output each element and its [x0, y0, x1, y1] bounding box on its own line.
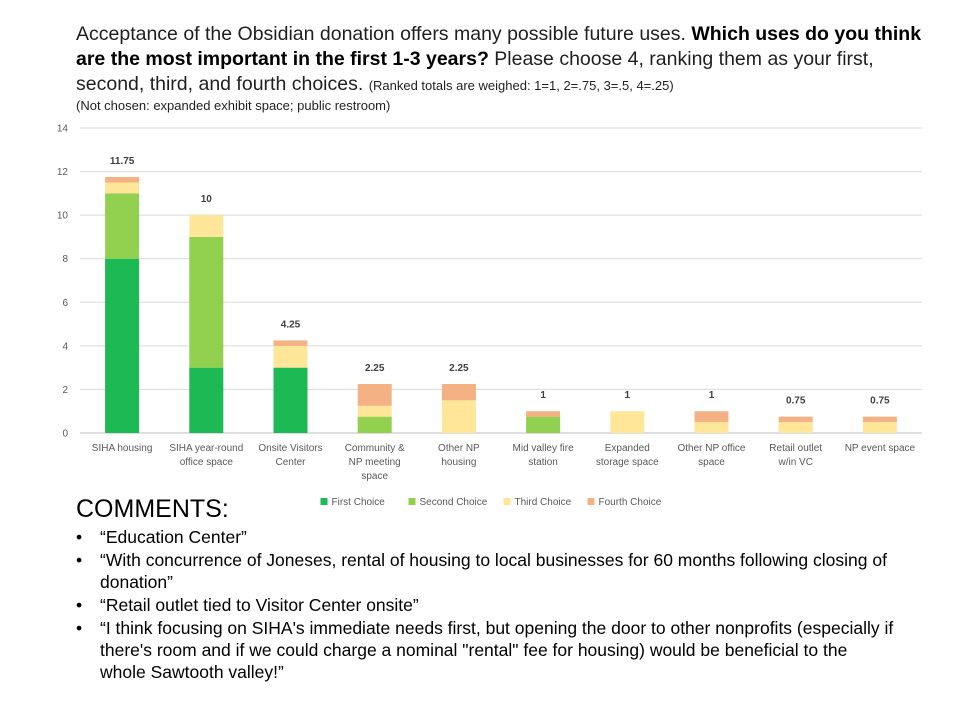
bar-segment-second-choice	[526, 416, 561, 433]
comments-list: “Education Center”“With concurrence of J…	[76, 526, 896, 684]
x-tick-label: Expanded	[605, 443, 650, 454]
x-tick-label: Community &	[345, 443, 405, 454]
bar-segment-first-choice	[105, 258, 140, 433]
legend-item: Third Choice	[503, 497, 572, 508]
chart-heading: Acceptance of the Obsidian donation offe…	[76, 22, 926, 114]
legend-swatch	[320, 498, 328, 505]
x-tick-label: Other NP	[438, 443, 480, 454]
y-tick-label: 8	[62, 254, 68, 265]
comment-item: “Retail outlet tied to Visitor Center on…	[76, 594, 896, 616]
bar-segment-fourth-choice	[778, 416, 813, 423]
comment-item: “I think focusing on SIHA's immediate ne…	[76, 617, 896, 683]
x-tick-label: station	[528, 457, 557, 468]
x-tick-label: space	[361, 471, 388, 482]
bar-segment-third-choice	[189, 215, 224, 237]
bar-segment-fourth-choice	[273, 340, 308, 346]
bar-segment-first-choice	[189, 367, 224, 433]
total-label: 1	[709, 390, 715, 401]
bar-segment-second-choice	[357, 416, 392, 433]
total-label: 1	[540, 390, 546, 401]
bar-segment-third-choice	[610, 411, 645, 433]
bar-segment-fourth-choice	[862, 416, 897, 423]
legend-swatch	[408, 498, 416, 505]
bar-segment-third-choice	[441, 400, 476, 433]
bar-segment-second-choice	[105, 193, 140, 259]
bar-segment-third-choice	[778, 422, 813, 433]
x-tick-label: NP meeting	[349, 457, 401, 468]
y-tick-label: 4	[62, 341, 68, 352]
legend-item: Second Choice	[408, 497, 488, 508]
bar-segment-third-choice	[105, 182, 140, 194]
y-tick-label: 14	[57, 124, 69, 135]
legend-label: Second Choice	[420, 497, 488, 508]
legend-item: First Choice	[320, 497, 386, 508]
x-tick-label: Center	[275, 457, 306, 468]
heading-intro: Acceptance of the Obsidian donation offe…	[76, 23, 686, 45]
x-tick-label: space	[698, 457, 725, 468]
bar-segment-second-choice	[189, 236, 224, 368]
total-label: 11.75	[110, 156, 135, 167]
total-labels: 11.75 10 4.25 2.25 2.25 1 1 1 0.75 0.75	[110, 156, 890, 407]
legend-swatch	[503, 498, 511, 505]
y-tick-label: 10	[57, 211, 69, 222]
comment-item: “Education Center”	[76, 526, 896, 548]
chart-bars	[105, 177, 897, 433]
legend-swatch	[587, 498, 595, 505]
x-tick-label: Retail outlet	[769, 443, 822, 454]
total-label: 0.75	[786, 396, 806, 407]
heading-not-chosen: (Not chosen: expanded exhibit space; pub…	[76, 98, 391, 113]
stacked-bar-chart: 0 2 4 6 8 10 12 14 11.75 10 4.25 2.25 2.25 1 1 1 0.75 0.…	[57, 124, 922, 508]
x-tick-label: NP event space	[845, 443, 916, 454]
x-tick-label: Onsite Visitors	[258, 443, 322, 454]
chart-legend: First Choice Second Choice Third Choice Fou…	[320, 497, 662, 508]
x-tick-label: housing	[441, 457, 476, 468]
y-tick-label: 12	[57, 167, 69, 178]
comment-item: “With concurrence of Joneses, rental of …	[76, 549, 896, 593]
legend-label: Fourth Choice	[599, 497, 662, 508]
legend-label: First Choice	[332, 497, 386, 508]
bar-segment-fourth-choice	[105, 177, 140, 183]
bar-segment-third-choice	[357, 405, 392, 417]
comments-title: COMMENTS:	[76, 495, 229, 523]
total-label: 2.25	[365, 363, 385, 374]
heading-question: Which uses do you think are the most imp…	[76, 23, 922, 70]
bar-segment-first-choice	[273, 367, 308, 433]
x-tick-label: SIHA year-round	[169, 443, 243, 454]
heading-instruction: Please choose 4, ranking them as your fi…	[76, 48, 874, 95]
y-tick-label: 6	[62, 298, 68, 309]
x-tick-label: office space	[180, 457, 234, 468]
y-axis: 0 2 4 6 8 10 12 14	[57, 124, 69, 440]
bar-segment-fourth-choice	[694, 411, 729, 423]
y-tick-label: 0	[62, 429, 68, 440]
total-label: 2.25	[449, 363, 469, 374]
bar-segment-third-choice	[273, 345, 308, 368]
bar-segment-fourth-choice	[526, 411, 561, 417]
x-tick-label: Mid valley fire	[513, 443, 575, 454]
heading-weights: (Ranked totals are weighed: 1=1, 2=.75, …	[368, 78, 674, 93]
bar-segment-fourth-choice	[357, 383, 392, 406]
x-tick-label: w/in VC	[777, 457, 812, 468]
total-label: 10	[201, 194, 213, 205]
total-label: 0.75	[870, 396, 890, 407]
x-tick-label: Other NP office	[678, 443, 746, 454]
bar-segment-fourth-choice	[441, 383, 476, 401]
total-label: 1	[625, 390, 631, 401]
legend-item: Fourth Choice	[587, 497, 662, 508]
x-axis: SIHA housing SIHA year-round office space O…	[92, 443, 916, 482]
x-tick-label: storage space	[596, 457, 659, 468]
legend-label: Third Choice	[515, 497, 572, 508]
bar-segment-third-choice	[862, 422, 897, 433]
total-label: 4.25	[281, 319, 301, 330]
bar-segment-third-choice	[694, 422, 729, 433]
y-tick-label: 2	[62, 385, 68, 396]
x-tick-label: SIHA housing	[92, 443, 153, 454]
